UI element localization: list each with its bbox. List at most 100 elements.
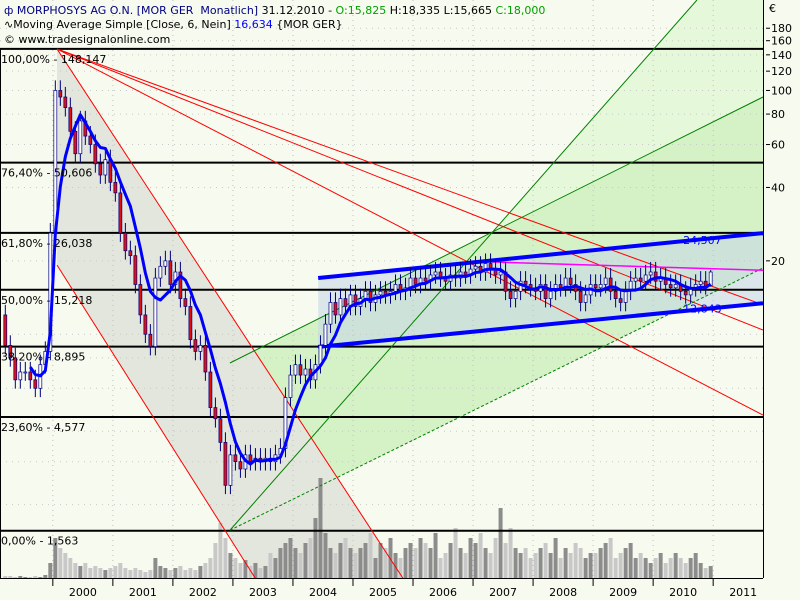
candle-body: [623, 290, 628, 303]
candle-body: [153, 277, 158, 347]
candle-body: [288, 374, 293, 398]
volume-bar: [328, 548, 333, 578]
fibonacci-level-label: 0,00% - 1,563: [1, 535, 78, 548]
candle-body: [58, 90, 63, 98]
volume-bar: [313, 518, 318, 578]
volume-bar: [653, 558, 658, 578]
volume-bar: [663, 563, 668, 578]
x-tick-label: 2006: [429, 586, 457, 599]
volume-bar: [373, 558, 378, 578]
fibonacci-level-label: 38,20% - 8,895: [1, 351, 85, 364]
candle-body: [393, 284, 398, 292]
volume-bar: [628, 543, 633, 578]
candle-body: [123, 232, 128, 252]
x-tick-label: 2007: [489, 586, 517, 599]
y-tick-label: 120: [771, 65, 792, 78]
volume-bar: [188, 568, 193, 578]
volume-bar: [678, 558, 683, 578]
volume-bar: [98, 568, 103, 578]
volume-bar: [708, 566, 713, 578]
x-tick-label: 2005: [369, 586, 397, 599]
volume-bar: [148, 570, 153, 578]
volume-bar: [453, 528, 458, 578]
volume-bar: [258, 568, 263, 578]
volume-bar: [503, 543, 508, 578]
candle-body: [513, 290, 518, 299]
green-channel-line: [229, 96, 763, 364]
volume-bar: [643, 558, 648, 578]
instrument-name: MORPHOSYS AG O.N. [MOR GER Monatlich]: [16, 4, 259, 17]
volume-bar: [508, 528, 513, 578]
volume-bar: [118, 563, 123, 578]
candle-body: [163, 260, 168, 267]
candle-body: [28, 371, 33, 381]
close-value: C:18,000: [495, 4, 546, 17]
volume-bar: [183, 570, 188, 578]
volume-bar: [43, 575, 48, 578]
candle-body: [33, 379, 38, 389]
volume-bar: [293, 548, 298, 578]
candle-body: [668, 284, 673, 289]
volume-bar: [423, 543, 428, 578]
candle-body: [303, 368, 308, 376]
candle-body: [18, 371, 23, 381]
volume-bar: [393, 553, 398, 578]
volume-bar: [223, 538, 228, 578]
candle-body: [118, 192, 123, 234]
volume-bar: [8, 576, 13, 578]
volume-bar: [213, 543, 218, 578]
fibonacci-level-label: 76,40% - 50,606: [1, 167, 92, 180]
volume-bar: [208, 558, 213, 578]
volume-bar: [33, 576, 38, 578]
volume-bar: [658, 553, 663, 578]
candle-body: [203, 345, 208, 373]
candle-body: [368, 290, 373, 303]
volume-bar: [103, 570, 108, 578]
currency-label: €: [769, 2, 776, 15]
volume-bar: [703, 568, 708, 578]
volume-bar: [543, 543, 548, 578]
red-trend-line: [56, 48, 763, 416]
volume-bar: [248, 566, 253, 578]
volume-bar: [363, 543, 368, 578]
volume-bar: [463, 553, 468, 578]
volume-bar: [648, 563, 653, 578]
volume-bar: [53, 538, 58, 578]
candle-body: [363, 290, 368, 299]
candle-body: [613, 290, 618, 299]
volume-bar: [513, 548, 518, 578]
candle-body: [323, 323, 328, 346]
volume-bar: [278, 548, 283, 578]
bar-date: 31.12.2010 -: [258, 4, 336, 17]
candle-body: [578, 290, 583, 303]
candle-body: [553, 284, 558, 292]
volume-bar: [198, 566, 203, 578]
candle-body: [228, 454, 233, 486]
volume-bar: [68, 558, 73, 578]
indicator-symbol: {MOR GER}: [272, 18, 343, 31]
volume-bar: [133, 568, 138, 578]
volume-bar: [398, 558, 403, 578]
candle-body: [8, 345, 13, 359]
volume-bar: [673, 553, 678, 578]
volume-bar: [533, 553, 538, 578]
volume-bar: [698, 563, 703, 578]
candle-body: [328, 302, 333, 325]
candle-body: [98, 163, 103, 176]
volume-bar: [548, 553, 553, 578]
fibonacci-level-label: 100,00% - 148,147: [1, 53, 106, 66]
volume-bar: [683, 563, 688, 578]
volume-bar: [598, 548, 603, 578]
fibonacci-level-label: 50,00% - 15,218: [1, 294, 92, 307]
x-tick-label: 2000: [69, 586, 97, 599]
x-tick-label: 2010: [669, 586, 697, 599]
volume-bar: [588, 553, 593, 578]
x-tick-label: 2001: [129, 586, 157, 599]
candle-body: [198, 345, 203, 352]
channel-value-label: 12,843: [683, 302, 722, 315]
volume-bar: [88, 568, 93, 578]
y-tick-label: 40: [771, 181, 785, 194]
volume-bar: [418, 538, 423, 578]
volume-bar: [538, 548, 543, 578]
volume-bar: [528, 558, 533, 578]
